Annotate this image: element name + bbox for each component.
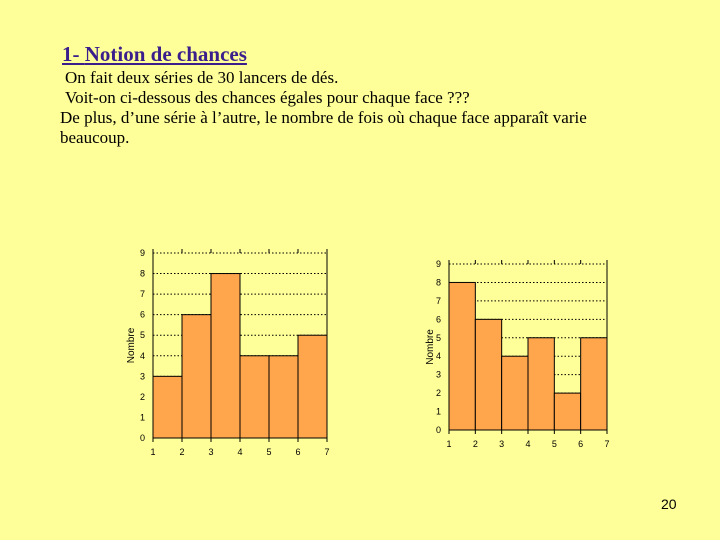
body-text: On fait deux séries de 30 lancers de dés… (60, 68, 700, 148)
bar-6 (580, 337, 608, 431)
y-tick-label: 5 (436, 333, 441, 343)
bar-4 (239, 355, 270, 439)
y-tick-label: 9 (436, 259, 441, 269)
body-line-4: beaucoup. (60, 128, 130, 147)
body-line-2: Voit-on ci-dessous des chances égales po… (65, 88, 470, 107)
y-axis-label: Nombre (425, 329, 436, 365)
x-tick-label: 3 (499, 439, 504, 449)
x-tick-label: 1 (150, 447, 155, 457)
x-tick-label: 2 (473, 439, 478, 449)
y-tick-label: 2 (436, 388, 441, 398)
y-tick-label: 0 (140, 433, 145, 443)
bar-1 (152, 375, 183, 439)
x-tick-label: 4 (237, 447, 242, 457)
y-tick-label: 3 (436, 370, 441, 380)
x-tick-label: 1 (446, 439, 451, 449)
bar-3 (210, 273, 241, 439)
bar-2 (181, 314, 212, 439)
slide-title: 1- Notion de chances (62, 42, 247, 67)
y-tick-label: 7 (140, 289, 145, 299)
x-tick-label: 6 (295, 447, 300, 457)
bar-6 (297, 334, 328, 439)
y-tick-label: 7 (436, 296, 441, 306)
y-tick-label: 9 (140, 248, 145, 258)
y-tick-label: 4 (140, 351, 145, 361)
bar-2 (474, 318, 503, 431)
y-tick-label: 6 (436, 314, 441, 324)
y-tick-label: 2 (140, 392, 145, 402)
x-tick-label: 3 (208, 447, 213, 457)
y-tick-label: 3 (140, 371, 145, 381)
y-tick-label: 6 (140, 310, 145, 320)
title-number: 1- (62, 42, 80, 66)
body-line-3: De plus, d’une série à l’autre, le nombr… (60, 108, 587, 127)
bar-5 (553, 392, 582, 431)
y-tick-label: 5 (140, 330, 145, 340)
title-text: Notion de chances (84, 42, 247, 66)
bar-4 (527, 337, 555, 431)
bar-1 (448, 281, 476, 431)
page-number: 20 (661, 496, 677, 512)
y-tick-label: 8 (436, 277, 441, 287)
x-tick-label: 5 (266, 447, 271, 457)
y-tick-label: 0 (436, 425, 441, 435)
x-tick-label: 4 (525, 439, 530, 449)
bar-3 (501, 355, 529, 431)
x-tick-label: 7 (324, 447, 329, 457)
y-tick-label: 1 (140, 412, 145, 422)
bar-5 (268, 355, 299, 439)
x-tick-label: 2 (179, 447, 184, 457)
body-line-1: On fait deux séries de 30 lancers de dés… (65, 68, 339, 87)
x-tick-label: 6 (578, 439, 583, 449)
x-tick-label: 7 (604, 439, 609, 449)
y-axis-label: Nombre (126, 327, 137, 363)
y-tick-label: 4 (436, 351, 441, 361)
y-tick-label: 1 (436, 407, 441, 417)
x-tick-label: 5 (552, 439, 557, 449)
y-tick-label: 8 (140, 269, 145, 279)
